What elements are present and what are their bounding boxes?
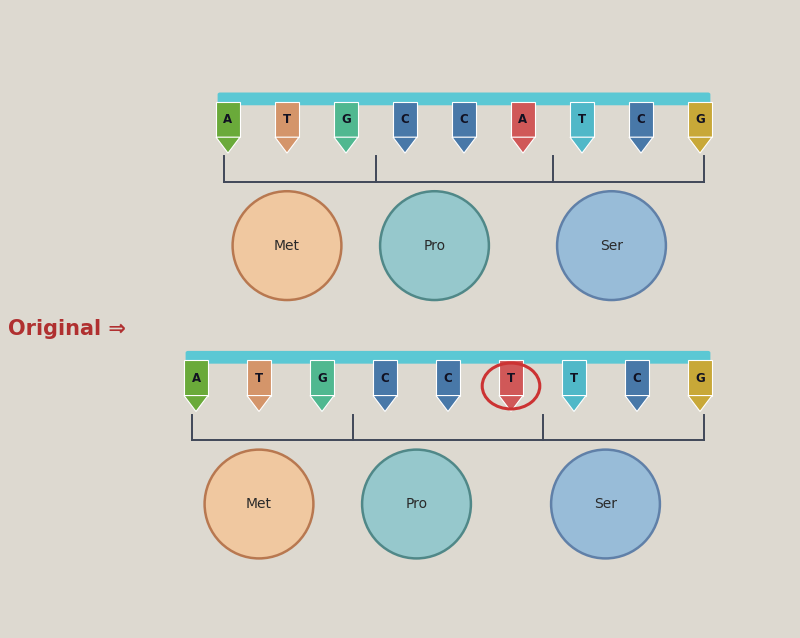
Text: C: C <box>637 113 646 126</box>
Text: Met: Met <box>274 239 300 253</box>
Ellipse shape <box>205 450 314 558</box>
Polygon shape <box>688 396 712 412</box>
Ellipse shape <box>557 191 666 300</box>
Text: G: G <box>341 113 351 126</box>
Ellipse shape <box>380 191 489 300</box>
Polygon shape <box>216 102 240 137</box>
Ellipse shape <box>551 450 660 558</box>
Polygon shape <box>511 137 535 153</box>
Polygon shape <box>310 396 334 412</box>
Polygon shape <box>688 102 712 137</box>
Polygon shape <box>625 396 649 412</box>
Polygon shape <box>393 137 417 153</box>
Polygon shape <box>499 360 523 396</box>
Text: C: C <box>633 371 642 385</box>
FancyBboxPatch shape <box>218 93 710 105</box>
Text: A: A <box>223 113 233 126</box>
Polygon shape <box>436 360 460 396</box>
Polygon shape <box>373 396 397 412</box>
Polygon shape <box>629 102 653 137</box>
Text: A: A <box>191 371 201 385</box>
Text: C: C <box>381 371 390 385</box>
Text: Pro: Pro <box>423 239 446 253</box>
Text: G: G <box>695 371 705 385</box>
Text: C: C <box>460 113 468 126</box>
Text: Original ⇒: Original ⇒ <box>8 318 126 339</box>
Polygon shape <box>216 137 240 153</box>
Text: Ser: Ser <box>600 239 623 253</box>
Ellipse shape <box>362 450 471 558</box>
Polygon shape <box>625 360 649 396</box>
Polygon shape <box>688 137 712 153</box>
Polygon shape <box>184 396 208 412</box>
Text: C: C <box>444 371 452 385</box>
Polygon shape <box>629 137 653 153</box>
Polygon shape <box>436 396 460 412</box>
Polygon shape <box>373 360 397 396</box>
Polygon shape <box>452 102 476 137</box>
Polygon shape <box>562 396 586 412</box>
Text: T: T <box>570 371 578 385</box>
Text: Ser: Ser <box>594 497 617 511</box>
Polygon shape <box>499 396 523 412</box>
Text: T: T <box>283 113 291 126</box>
Text: C: C <box>401 113 410 126</box>
Polygon shape <box>452 137 476 153</box>
FancyBboxPatch shape <box>186 351 710 364</box>
Polygon shape <box>688 360 712 396</box>
Text: G: G <box>695 113 705 126</box>
Polygon shape <box>334 137 358 153</box>
Text: A: A <box>518 113 527 126</box>
Ellipse shape <box>233 191 342 300</box>
Text: T: T <box>507 371 515 385</box>
Polygon shape <box>511 102 535 137</box>
Text: Met: Met <box>246 497 272 511</box>
Polygon shape <box>562 360 586 396</box>
Polygon shape <box>275 102 299 137</box>
Polygon shape <box>570 137 594 153</box>
Polygon shape <box>184 360 208 396</box>
Text: T: T <box>255 371 263 385</box>
Polygon shape <box>247 360 271 396</box>
Polygon shape <box>310 360 334 396</box>
Polygon shape <box>393 102 417 137</box>
Polygon shape <box>334 102 358 137</box>
Polygon shape <box>570 102 594 137</box>
Polygon shape <box>247 396 271 412</box>
Polygon shape <box>275 137 299 153</box>
Text: G: G <box>317 371 327 385</box>
Text: Pro: Pro <box>406 497 427 511</box>
Text: T: T <box>578 113 586 126</box>
